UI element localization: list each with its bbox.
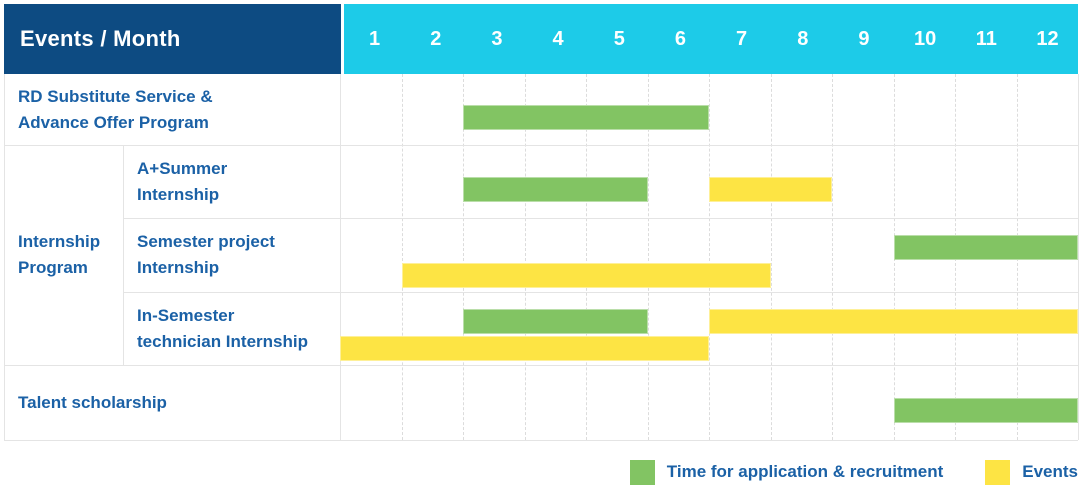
- row-label-5-line: Talent scholarship: [18, 392, 167, 412]
- month-gridline: [463, 74, 464, 440]
- bar-application-recruitment: [463, 309, 648, 334]
- group-sublabel-divider: [123, 145, 124, 365]
- month-label-12: 12: [1036, 27, 1059, 50]
- bar-application-recruitment: [893, 398, 1078, 423]
- row-label-3: Semester project Internship: [123, 218, 340, 292]
- row-label-2-line: A+Summer: [137, 158, 228, 178]
- month-label-6: 6: [674, 27, 686, 50]
- month-label-8: 8: [797, 27, 809, 50]
- row-group-label-internship-program-line: Internship: [18, 232, 101, 251]
- table-right-border: [1078, 74, 1079, 440]
- month-label-2: 2: [430, 27, 442, 50]
- legend-swatch-application: [629, 459, 655, 485]
- table-header-title-text: Events / Month: [20, 26, 181, 51]
- table-bottom-border: [4, 440, 1078, 441]
- row-label-1-line: Advance Offer Program: [18, 112, 209, 132]
- month-gridline: [770, 74, 772, 440]
- legend-label-events: Events: [1022, 462, 1078, 481]
- legend-swatch-events: [985, 459, 1011, 485]
- row-label-5: Talent scholarship: [4, 365, 340, 440]
- legend-item-events: Events: [985, 459, 1078, 485]
- month-gridline: [647, 74, 649, 440]
- month-gridline: [524, 74, 526, 440]
- row-label-2-line: Internship: [137, 184, 220, 204]
- month-label-1: 1: [369, 27, 381, 50]
- row-divider: [4, 145, 1078, 146]
- label-month-divider: [340, 74, 341, 440]
- legend-item-application: Time for application & recruitment: [629, 459, 944, 485]
- row-label-4: In-Semester technician Internship: [123, 292, 340, 365]
- row-label-4-line: In-Semester: [137, 305, 235, 325]
- month-label-5: 5: [613, 27, 625, 50]
- row-group-label-internship-program-line: Program: [18, 258, 88, 277]
- month-label-9: 9: [858, 27, 870, 50]
- month-label-4: 4: [552, 27, 564, 50]
- row-label-1-line: RD Substitute Service &: [18, 86, 213, 106]
- row-label-2: A+Summer Internship: [123, 145, 340, 218]
- month-gridline: [832, 74, 833, 440]
- table-header-title: Events / Month: [4, 4, 341, 74]
- row-divider: [4, 365, 1078, 366]
- row-label-1: RD Substitute Service & Advance Offer Pro…: [4, 74, 340, 145]
- bar-events: [709, 309, 1078, 334]
- bar-application-recruitment: [463, 177, 648, 202]
- row-divider: [123, 218, 1078, 219]
- legend: Time for application & recruitment Events: [0, 458, 1078, 486]
- month-label-10: 10: [914, 27, 937, 50]
- bar-events: [401, 263, 771, 288]
- row-group-label-internship-program: Internship Program: [4, 145, 123, 365]
- row-label-3-line: Semester project: [137, 232, 275, 251]
- bar-application-recruitment: [463, 105, 709, 130]
- month-gridline: [586, 74, 587, 440]
- month-gridline: [401, 74, 403, 440]
- month-label-3: 3: [491, 27, 503, 50]
- month-header-band: 1 2 3 4 5 6 7 8 9 10 11 12: [344, 4, 1078, 74]
- legend-label-application: Time for application & recruitment: [666, 462, 944, 481]
- row-label-4-line: technician Internship: [137, 331, 308, 351]
- bar-events: [340, 336, 709, 361]
- bar-events: [709, 177, 832, 202]
- table-left-border: [4, 74, 5, 440]
- month-label-11: 11: [975, 27, 997, 50]
- row-label-3-line: Internship: [137, 258, 220, 277]
- row-divider: [123, 292, 1078, 293]
- bar-application-recruitment: [893, 235, 1078, 260]
- month-label-7: 7: [736, 27, 748, 50]
- month-gridline: [709, 74, 710, 440]
